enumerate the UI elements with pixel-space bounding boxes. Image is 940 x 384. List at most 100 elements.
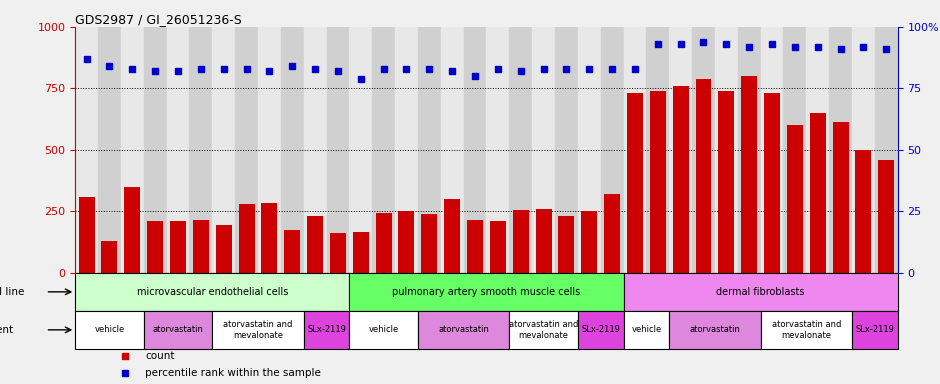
Bar xyxy=(692,27,715,273)
Bar xyxy=(783,27,807,273)
Bar xyxy=(558,216,574,273)
Bar xyxy=(833,122,849,273)
Bar xyxy=(875,27,898,273)
Bar xyxy=(760,311,852,349)
Bar xyxy=(604,194,620,273)
Bar xyxy=(121,27,144,273)
Bar xyxy=(627,93,643,273)
Bar xyxy=(148,221,164,273)
Bar xyxy=(421,214,437,273)
Bar xyxy=(650,91,666,273)
Text: microvascular endothelial cells: microvascular endothelial cells xyxy=(136,287,288,297)
Bar xyxy=(281,27,304,273)
Bar xyxy=(215,225,231,273)
Bar xyxy=(601,27,623,273)
Bar xyxy=(623,273,898,311)
Bar xyxy=(463,27,487,273)
Text: atorvastatin and
mevalonate: atorvastatin and mevalonate xyxy=(772,320,841,339)
Text: vehicle: vehicle xyxy=(368,325,399,334)
Bar xyxy=(395,27,418,273)
Bar xyxy=(787,125,803,273)
Bar xyxy=(578,311,623,349)
Bar xyxy=(696,79,712,273)
Bar xyxy=(852,27,875,273)
Bar xyxy=(555,27,578,273)
Bar xyxy=(166,27,190,273)
Bar xyxy=(509,27,532,273)
Text: GDS2987 / GI_26051236-S: GDS2987 / GI_26051236-S xyxy=(75,13,242,26)
Bar xyxy=(399,211,415,273)
Bar xyxy=(467,220,483,273)
Bar xyxy=(124,187,140,273)
Bar xyxy=(418,27,441,273)
Text: pulmonary artery smooth muscle cells: pulmonary artery smooth muscle cells xyxy=(392,287,581,297)
Bar xyxy=(742,76,758,273)
Bar xyxy=(326,27,350,273)
Bar xyxy=(578,27,601,273)
Text: SLx-2119: SLx-2119 xyxy=(307,325,346,334)
Bar xyxy=(258,27,281,273)
Bar xyxy=(350,273,623,311)
Bar xyxy=(307,216,323,273)
Bar xyxy=(304,27,326,273)
Bar xyxy=(75,311,144,349)
Bar xyxy=(738,27,760,273)
Bar xyxy=(75,273,350,311)
Text: atorvastatin and
mevalonate: atorvastatin and mevalonate xyxy=(509,320,578,339)
Text: atorvastatin and
mevalonate: atorvastatin and mevalonate xyxy=(224,320,292,339)
Text: atorvastatin: atorvastatin xyxy=(438,325,489,334)
Bar xyxy=(669,27,692,273)
Bar xyxy=(239,204,255,273)
Bar xyxy=(261,203,277,273)
Bar xyxy=(807,27,829,273)
Text: dermal fibroblasts: dermal fibroblasts xyxy=(716,287,805,297)
Bar xyxy=(304,311,350,349)
Bar xyxy=(669,311,760,349)
Bar xyxy=(852,311,898,349)
Text: count: count xyxy=(145,351,175,361)
Bar xyxy=(718,91,734,273)
Bar xyxy=(350,27,372,273)
Bar xyxy=(445,199,461,273)
Bar xyxy=(512,210,528,273)
Bar xyxy=(98,27,121,273)
Bar xyxy=(170,221,186,273)
Bar xyxy=(760,27,783,273)
Bar xyxy=(350,311,418,349)
Bar xyxy=(144,311,212,349)
Text: percentile rank within the sample: percentile rank within the sample xyxy=(145,368,321,378)
Text: cell line: cell line xyxy=(0,287,24,297)
Bar xyxy=(490,221,506,273)
Bar xyxy=(487,27,509,273)
Bar xyxy=(330,233,346,273)
Text: SLx-2119: SLx-2119 xyxy=(581,325,620,334)
Bar xyxy=(764,93,780,273)
Bar xyxy=(855,150,871,273)
Bar xyxy=(829,27,852,273)
Bar xyxy=(418,311,509,349)
Bar xyxy=(212,311,304,349)
Bar xyxy=(144,27,166,273)
Text: atorvastatin: atorvastatin xyxy=(689,325,741,334)
Bar xyxy=(441,27,463,273)
Text: agent: agent xyxy=(0,325,14,335)
Text: atorvastatin: atorvastatin xyxy=(152,325,203,334)
Bar xyxy=(536,209,552,273)
Bar xyxy=(352,232,368,273)
Bar xyxy=(623,27,647,273)
Bar xyxy=(623,311,669,349)
Bar xyxy=(376,213,392,273)
Bar xyxy=(284,230,300,273)
Bar xyxy=(79,197,95,273)
Text: vehicle: vehicle xyxy=(94,325,125,334)
Text: SLx-2119: SLx-2119 xyxy=(855,325,894,334)
Bar xyxy=(673,86,689,273)
Bar xyxy=(878,160,894,273)
Bar xyxy=(509,311,578,349)
Bar xyxy=(102,241,118,273)
Bar xyxy=(190,27,212,273)
Bar xyxy=(715,27,738,273)
Bar xyxy=(532,27,555,273)
Bar xyxy=(193,220,209,273)
Text: vehicle: vehicle xyxy=(632,325,662,334)
